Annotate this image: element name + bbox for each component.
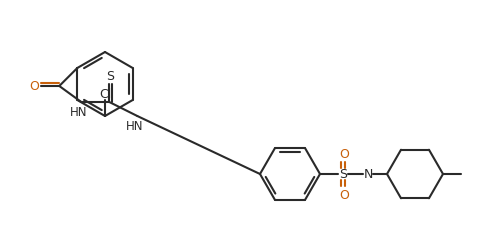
- Text: HN: HN: [70, 105, 87, 118]
- Text: Cl: Cl: [99, 87, 111, 100]
- Text: S: S: [106, 70, 114, 83]
- Text: O: O: [29, 80, 39, 93]
- Text: HN: HN: [125, 119, 143, 132]
- Text: S: S: [338, 168, 346, 181]
- Text: O: O: [338, 147, 348, 160]
- Text: O: O: [338, 189, 348, 202]
- Text: N: N: [362, 168, 372, 181]
